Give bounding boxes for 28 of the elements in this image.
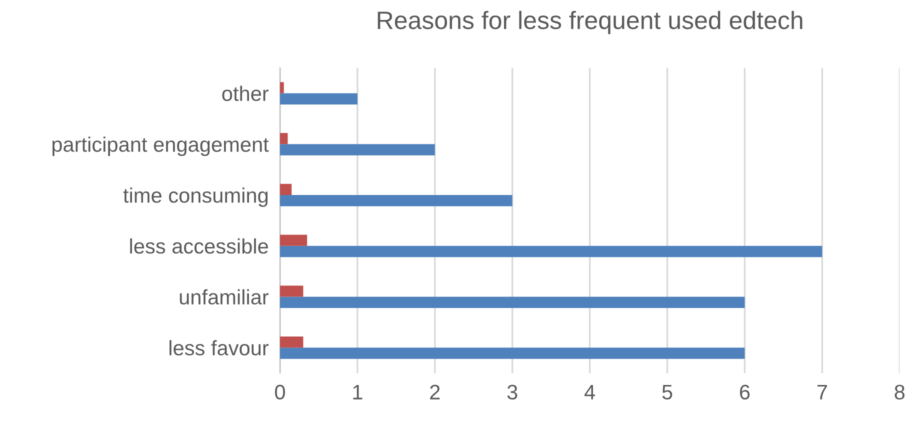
bar bbox=[280, 246, 822, 258]
bar bbox=[280, 296, 745, 308]
x-tick-label: 6 bbox=[740, 384, 750, 400]
y-tick-label: unfamiliar bbox=[180, 289, 269, 305]
bar bbox=[280, 234, 308, 246]
x-tick-label: 7 bbox=[817, 384, 827, 400]
x-tick-label: 8 bbox=[894, 384, 905, 400]
x-tick-label: 4 bbox=[584, 384, 595, 400]
x-tick-label: 1 bbox=[353, 384, 362, 400]
x-tick-label: 2 bbox=[430, 384, 440, 400]
y-tick-label: participant engagement bbox=[52, 136, 269, 156]
bar bbox=[280, 348, 745, 359]
x-tick-label: 5 bbox=[662, 384, 672, 400]
y-tick-label: less accessible bbox=[130, 238, 268, 254]
y-tick-label: other bbox=[222, 86, 269, 102]
bar bbox=[280, 144, 435, 156]
bar bbox=[280, 286, 304, 297]
y-tick-label: time consuming bbox=[123, 187, 268, 207]
y-tick-label: less favour bbox=[170, 340, 269, 356]
bar bbox=[280, 184, 292, 196]
x-tick-label: 3 bbox=[507, 384, 518, 400]
bar bbox=[280, 132, 288, 144]
chart-title: Reasons for less frequent used edtech bbox=[378, 10, 802, 34]
bar bbox=[280, 93, 358, 104]
bar bbox=[280, 336, 304, 348]
bar bbox=[280, 82, 284, 94]
x-tick-label: 0 bbox=[275, 384, 285, 400]
bar bbox=[280, 195, 512, 206]
